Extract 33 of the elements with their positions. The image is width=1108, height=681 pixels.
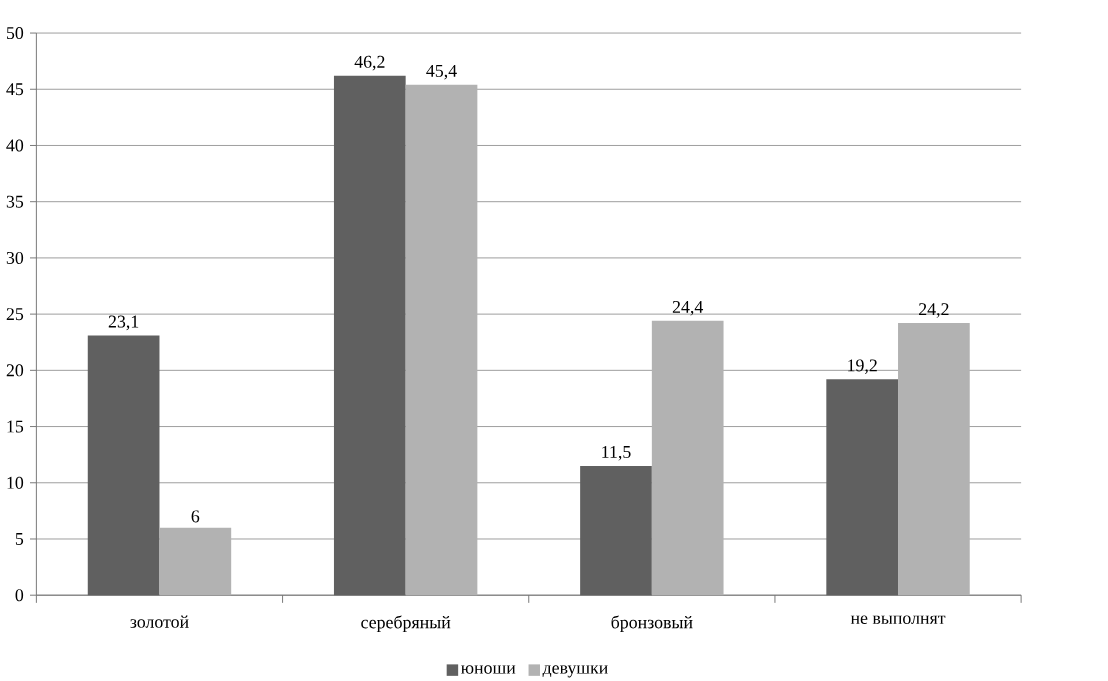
- x-tick-label: бронзовый: [611, 615, 693, 632]
- y-tick-label: 15: [7, 420, 24, 433]
- bar: [898, 322, 970, 596]
- data-label: 45,4: [426, 64, 457, 80]
- y-tick-label: 45: [6, 83, 24, 96]
- bar: [333, 75, 406, 596]
- bar: [826, 379, 899, 596]
- legend-label: девушки: [542, 665, 608, 678]
- bar: [651, 320, 724, 596]
- y-tick-label: 25: [6, 307, 24, 320]
- legend-label: юноши: [461, 665, 516, 674]
- y-tick-label: 40: [6, 139, 24, 152]
- y-tick-label: 5: [15, 532, 24, 545]
- bar: [405, 84, 478, 596]
- data-label: 6: [191, 510, 200, 523]
- x-tick-label: золотой: [130, 615, 189, 628]
- data-label: 11,5: [602, 445, 631, 461]
- y-tick-label: 0: [15, 588, 24, 602]
- data-label: 19,2: [848, 359, 877, 374]
- x-tick-label: не выполнят: [850, 615, 946, 624]
- bar: [159, 527, 232, 596]
- data-label: 23,1: [108, 315, 139, 330]
- bar: [87, 335, 160, 596]
- y-tick-label: 10: [7, 476, 24, 489]
- x-tick-label: серебряный: [361, 615, 451, 632]
- y-tick-label: 50: [7, 26, 24, 39]
- y-tick-label: 20: [6, 364, 24, 377]
- data-label: 46,2: [354, 55, 385, 71]
- y-tick-label: 35: [6, 195, 24, 208]
- data-label: 24,4: [672, 300, 704, 316]
- y-tick-label: 30: [6, 251, 24, 264]
- data-label: 24,2: [919, 303, 949, 318]
- bar: [580, 465, 652, 596]
